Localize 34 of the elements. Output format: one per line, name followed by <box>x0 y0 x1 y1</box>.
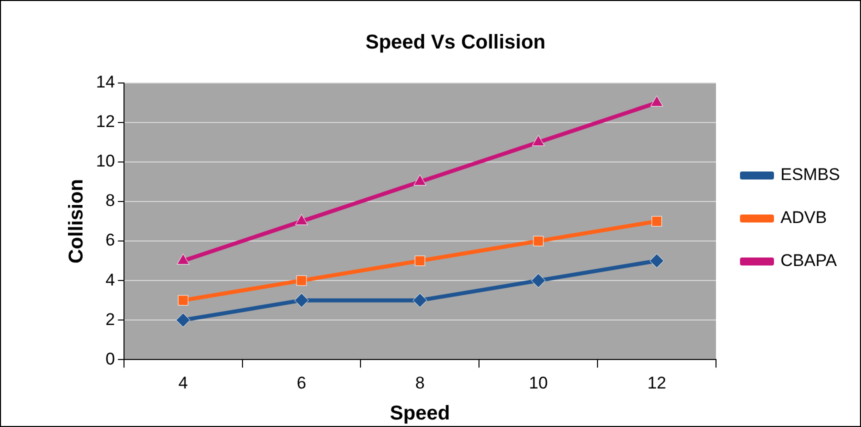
legend-label: ADVB <box>780 208 827 228</box>
legend-label: ESMBS <box>780 165 840 184</box>
y-tick-label: 4 <box>105 270 115 290</box>
point <box>652 216 662 226</box>
x-tick-label: 10 <box>528 373 548 392</box>
y-tick-label: 8 <box>105 191 115 210</box>
point <box>296 275 307 286</box>
point <box>531 273 546 288</box>
y-tick-label: 0 <box>105 349 115 368</box>
point <box>414 256 426 266</box>
y-tick-label: 6 <box>105 230 115 250</box>
point <box>178 295 188 306</box>
x-tick-label: 8 <box>415 373 425 392</box>
point <box>176 254 190 265</box>
point <box>532 135 545 146</box>
point <box>650 254 664 268</box>
y-tick-label: 14 <box>96 72 115 92</box>
y-tick-label: 2 <box>105 310 115 329</box>
x-tick-label: 12 <box>647 373 666 392</box>
legend-label: CBAPA <box>780 251 838 270</box>
y-tick-label: 12 <box>96 112 115 132</box>
chart-title: Speed Vs Collision <box>365 32 546 54</box>
point <box>650 96 664 107</box>
y-axis-title: Collision <box>66 179 88 264</box>
point <box>412 293 428 308</box>
point <box>533 236 544 246</box>
y-tick-label: 10 <box>96 152 115 171</box>
x-tick-label: 6 <box>296 373 306 392</box>
point <box>414 174 426 186</box>
x-axis-title: Speed <box>390 402 450 425</box>
point <box>176 312 190 328</box>
x-tick-label: 4 <box>178 373 188 392</box>
point <box>295 214 308 226</box>
point <box>294 293 309 308</box>
